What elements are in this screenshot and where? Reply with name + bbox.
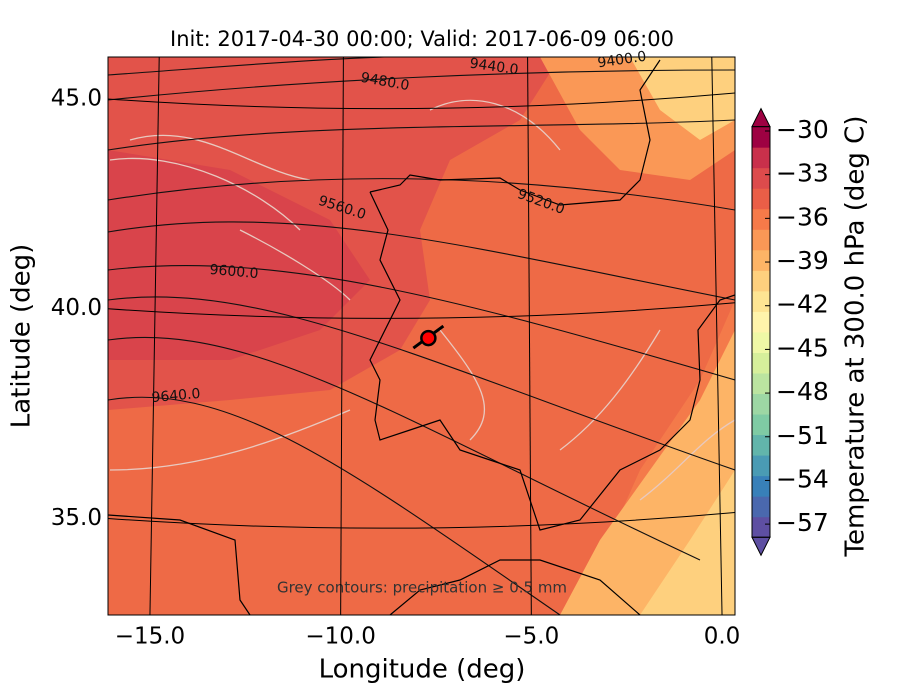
field-band [108, 150, 370, 360]
plot-frame [107, 56, 736, 616]
colorbar-band [752, 352, 770, 374]
y-tick-label: 35.0 [51, 505, 102, 531]
chart-title: Init: 2017-04-30 00:00; Valid: 2017-06-0… [170, 27, 674, 51]
grid-line [711, 57, 723, 615]
colorbar-extend [751, 107, 771, 128]
contour-label: 9600.0 [209, 262, 259, 282]
colorbar-frame [751, 126, 771, 538]
note: Grey contours: precipitation ≥ 0.5 mm [277, 579, 567, 597]
colorbar-band [752, 208, 770, 230]
grid-line [108, 92, 735, 110]
field-band [640, 470, 735, 615]
colorbar-band [752, 393, 770, 415]
colorbar-band [752, 270, 770, 292]
height-contour [108, 57, 735, 615]
colorbar-band [752, 496, 770, 518]
colorbar-band [752, 434, 770, 456]
colorbar-extend [751, 536, 771, 557]
grid-line [108, 302, 735, 319]
coastline [369, 59, 735, 531]
colorbar-band [752, 455, 770, 477]
grid-line [340, 57, 344, 615]
colorbar-tick-label: −36 [776, 202, 829, 231]
y-tick-label: 40.0 [51, 295, 102, 321]
colorbar-tick-label: −30 [776, 115, 829, 144]
colorbar-band [752, 188, 770, 210]
colorbar-band [752, 167, 770, 189]
colorbar-band [752, 516, 770, 538]
colorbar-tick-label: −39 [776, 246, 829, 275]
colorbar-band [752, 414, 770, 436]
x-axis-label: Longitude (deg) [319, 655, 526, 685]
y-tick-label: 45.0 [51, 85, 102, 111]
colorbar-band [752, 290, 770, 312]
colorbar-band [752, 311, 770, 333]
colorbar-tick-label: −54 [776, 464, 829, 493]
x-tick-label: −15.0 [115, 624, 185, 650]
precip-contour [109, 99, 735, 501]
colorbar-band [752, 372, 770, 395]
grid-line [149, 57, 160, 615]
graticule [108, 57, 735, 615]
grid-line [527, 57, 532, 615]
colorbar-tick-label: −33 [776, 159, 829, 188]
colorbar-tick-label: −57 [776, 508, 829, 537]
colorbar-band [752, 229, 770, 251]
colorbar-tick-label: −45 [776, 333, 829, 362]
y-axis-label: Latitude (deg) [7, 244, 37, 429]
colorbar-band [752, 147, 770, 169]
x-tick-label: −10.0 [305, 624, 375, 650]
colorbar-tick-label: −48 [776, 377, 829, 406]
colorbar-band [752, 249, 770, 271]
field-band [630, 57, 735, 140]
colorbar-label: Temperature at 300.0 hPa (deg C) [841, 116, 871, 558]
contour-label: 9400.0 [597, 49, 648, 72]
colorbar-band [752, 331, 770, 353]
coastline [108, 514, 641, 615]
marker [420, 329, 437, 347]
colorbar-tick-label: −51 [776, 421, 829, 450]
x-tick-label: −5.0 [503, 624, 559, 650]
grid-line [108, 512, 735, 529]
x-tick-label: 0.0 [704, 624, 741, 650]
contour-label: 9640.0 [151, 386, 201, 406]
colorbar-band [752, 475, 770, 497]
colorbar-band [752, 126, 770, 148]
colorbar-tick-label: −42 [776, 290, 829, 319]
contour-label: 9440.0 [469, 56, 520, 79]
